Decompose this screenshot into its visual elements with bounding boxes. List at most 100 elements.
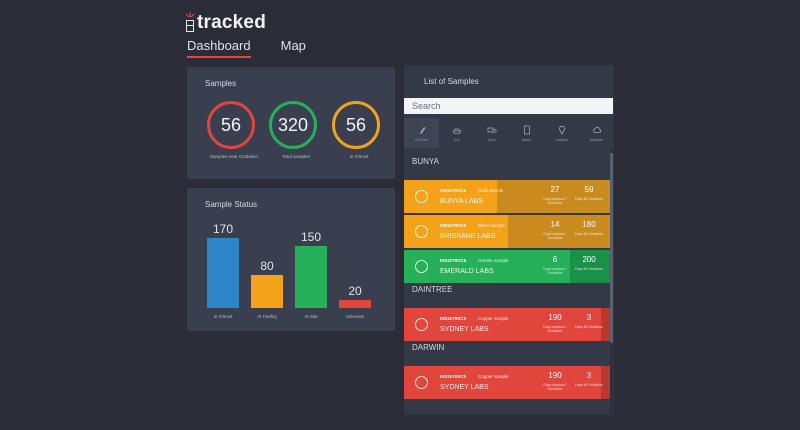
sort-option-truck[interactable]: Truck: [474, 118, 509, 148]
days-elapsed-label: Days elapsed / Oxidation: [543, 267, 567, 275]
sample-row[interactable]: INS1078VC5 Copper sample SYDNEY LABS 190 Day…: [404, 308, 611, 341]
select-circle-icon[interactable]: [415, 190, 428, 203]
sample-row[interactable]: INS1078VC5 Granite sample EMERALD LABS 6 Day…: [404, 250, 611, 283]
days-till-oxidation-value: 200: [582, 255, 596, 264]
select-circle-icon[interactable]: [415, 225, 428, 238]
bar-category-label: At Facility: [257, 314, 277, 319]
group-header: DAINTREE: [412, 285, 453, 294]
bar-value-label: 20: [348, 283, 362, 298]
sort-option-location[interactable]: Location: [544, 118, 579, 148]
sample-code: INS1078VC5: [440, 223, 467, 228]
sample-row[interactable]: INS1078VC5 Silver sample BRISBANE LABS 14 Da…: [404, 215, 611, 248]
days-till-oxidation-value: 3: [586, 371, 592, 380]
sample-progress-fill: [404, 250, 570, 283]
bar-value-label: 80: [260, 259, 274, 274]
days-elapsed-label: Days elapsed / Oxidation: [543, 197, 567, 205]
sort-option-label: Trip: [453, 137, 460, 142]
sample-row[interactable]: INS1078VC5 Gold sample BUNYA LABS 27 Days el…: [404, 180, 611, 213]
sort-option-batch[interactable]: Batch: [509, 118, 544, 148]
days-till-oxidation-value: 180: [582, 220, 596, 229]
ship-icon: [451, 125, 462, 135]
select-circle-icon[interactable]: [415, 318, 428, 331]
status-bar: [339, 299, 371, 308]
sample-type: Copper sample: [478, 316, 509, 321]
top-nav: Dashboard Map: [187, 38, 306, 58]
sort-options: Ox/Time Trip Truck Batch Location Weather: [404, 118, 614, 148]
days-till-oxidation-value: 59: [584, 185, 594, 194]
days-elapsed-label: Days elapsed / Oxidation: [543, 383, 567, 391]
sample-lab: BRISBANE LABS: [440, 233, 496, 240]
sample-progress-fill: [404, 308, 601, 341]
sample-type: Silver sample: [478, 223, 506, 228]
status-bar: [295, 246, 327, 308]
days-elapsed-value: 6: [552, 255, 558, 264]
sample-lab: BUNYA LABS: [440, 198, 484, 205]
status-bar: [251, 275, 283, 308]
sort-option-label: Weather: [589, 137, 604, 142]
scrollbar-thumb[interactable]: [610, 153, 613, 343]
days-elapsed-label: Days elapsed / Oxidation: [543, 325, 567, 333]
logo-icon: [185, 12, 195, 32]
days-till-oxidation-label: Days till Oxidation: [574, 325, 603, 329]
stat-label: Total samples: [282, 154, 310, 159]
search-input[interactable]: [404, 98, 613, 114]
pin-icon: [557, 125, 567, 135]
days-till-oxidation-value: 3: [586, 313, 592, 322]
cloud-icon: [592, 125, 602, 135]
select-circle-icon[interactable]: [415, 376, 428, 389]
sample-code: INS1078VC5: [440, 374, 467, 379]
group-header: BUNYA: [412, 157, 439, 166]
days-elapsed-label: Days elapsed / Oxidation: [543, 232, 567, 240]
stat-label: In Transit: [349, 154, 369, 159]
status-panel-title: Sample Status: [205, 200, 258, 209]
sample-type: Granite sample: [478, 258, 509, 263]
days-till-oxidation-label: Days till Oxidation: [574, 232, 603, 236]
stat-in-transit: 56 In Transit: [332, 101, 380, 159]
days-till-oxidation-label: Days till Oxidation: [574, 383, 603, 387]
group-header: DARWIN: [412, 343, 445, 352]
days-elapsed-value: 27: [550, 185, 560, 194]
bar-value-label: 170: [212, 222, 234, 236]
bar-category-label: In Transit: [213, 314, 233, 319]
days-till-oxidation-label: Days till Oxidation: [574, 197, 603, 201]
logo-text: tracked: [197, 12, 266, 33]
sort-option-label: Ox/Time: [414, 137, 429, 142]
sort-option-label: Batch: [522, 137, 531, 142]
stat-value: 56: [220, 114, 242, 135]
app-logo[interactable]: tracked: [185, 8, 266, 32]
samples-list-panel: List of Samples Ox/Time Trip Truck Batch Loc…: [404, 65, 614, 415]
sort-option-trip[interactable]: Trip: [439, 118, 474, 148]
sample-progress-fill: [404, 366, 601, 399]
select-circle-icon[interactable]: [415, 260, 428, 273]
days-elapsed-value: 190: [548, 371, 562, 380]
pencil-icon: [417, 125, 427, 135]
days-till-oxidation-label: Days till Oxidation: [574, 267, 603, 271]
sample-status-panel: Sample Status 170 In Transit 80 At Facility…: [187, 188, 395, 331]
sample-lab: EMERALD LABS: [440, 268, 494, 275]
tab-map[interactable]: Map: [280, 38, 306, 53]
sample-type: Gold sample: [478, 188, 504, 193]
sample-row[interactable]: INS1078VC5 Copper sample SYDNEY LABS 190 Day…: [404, 366, 611, 399]
sample-code: INS1078VC5: [440, 258, 467, 263]
sort-option-label: Truck: [487, 137, 496, 142]
sample-lab: SYDNEY LABS: [440, 384, 489, 391]
samples-panel: Samples 56 Samples near Oxidation 320 To…: [187, 67, 395, 179]
stat-near-oxidation: 56 Samples near Oxidation: [207, 101, 258, 159]
sort-option-ox-time[interactable]: Ox/Time: [404, 118, 439, 148]
sample-type: Copper sample: [478, 374, 509, 379]
truck-icon: [487, 125, 497, 135]
status-bar: [207, 238, 239, 308]
box-icon: [522, 125, 532, 135]
samples-panel-title: Samples: [205, 79, 237, 88]
stat-value: 56: [345, 114, 367, 135]
stat-label: Samples near Oxidation: [209, 154, 259, 159]
bar-category-label: At Site: [304, 314, 318, 319]
tab-dashboard[interactable]: Dashboard: [187, 38, 251, 58]
sample-code: INS1078VC5: [440, 316, 467, 321]
days-elapsed-value: 14: [550, 220, 560, 229]
sort-option-weather[interactable]: Weather: [579, 118, 614, 148]
sample-code: INS1078VC5: [440, 188, 467, 193]
bar-category-label: Unknown: [345, 314, 365, 319]
sort-option-label: Location: [554, 137, 569, 142]
sample-lab: SYDNEY LABS: [440, 326, 489, 333]
